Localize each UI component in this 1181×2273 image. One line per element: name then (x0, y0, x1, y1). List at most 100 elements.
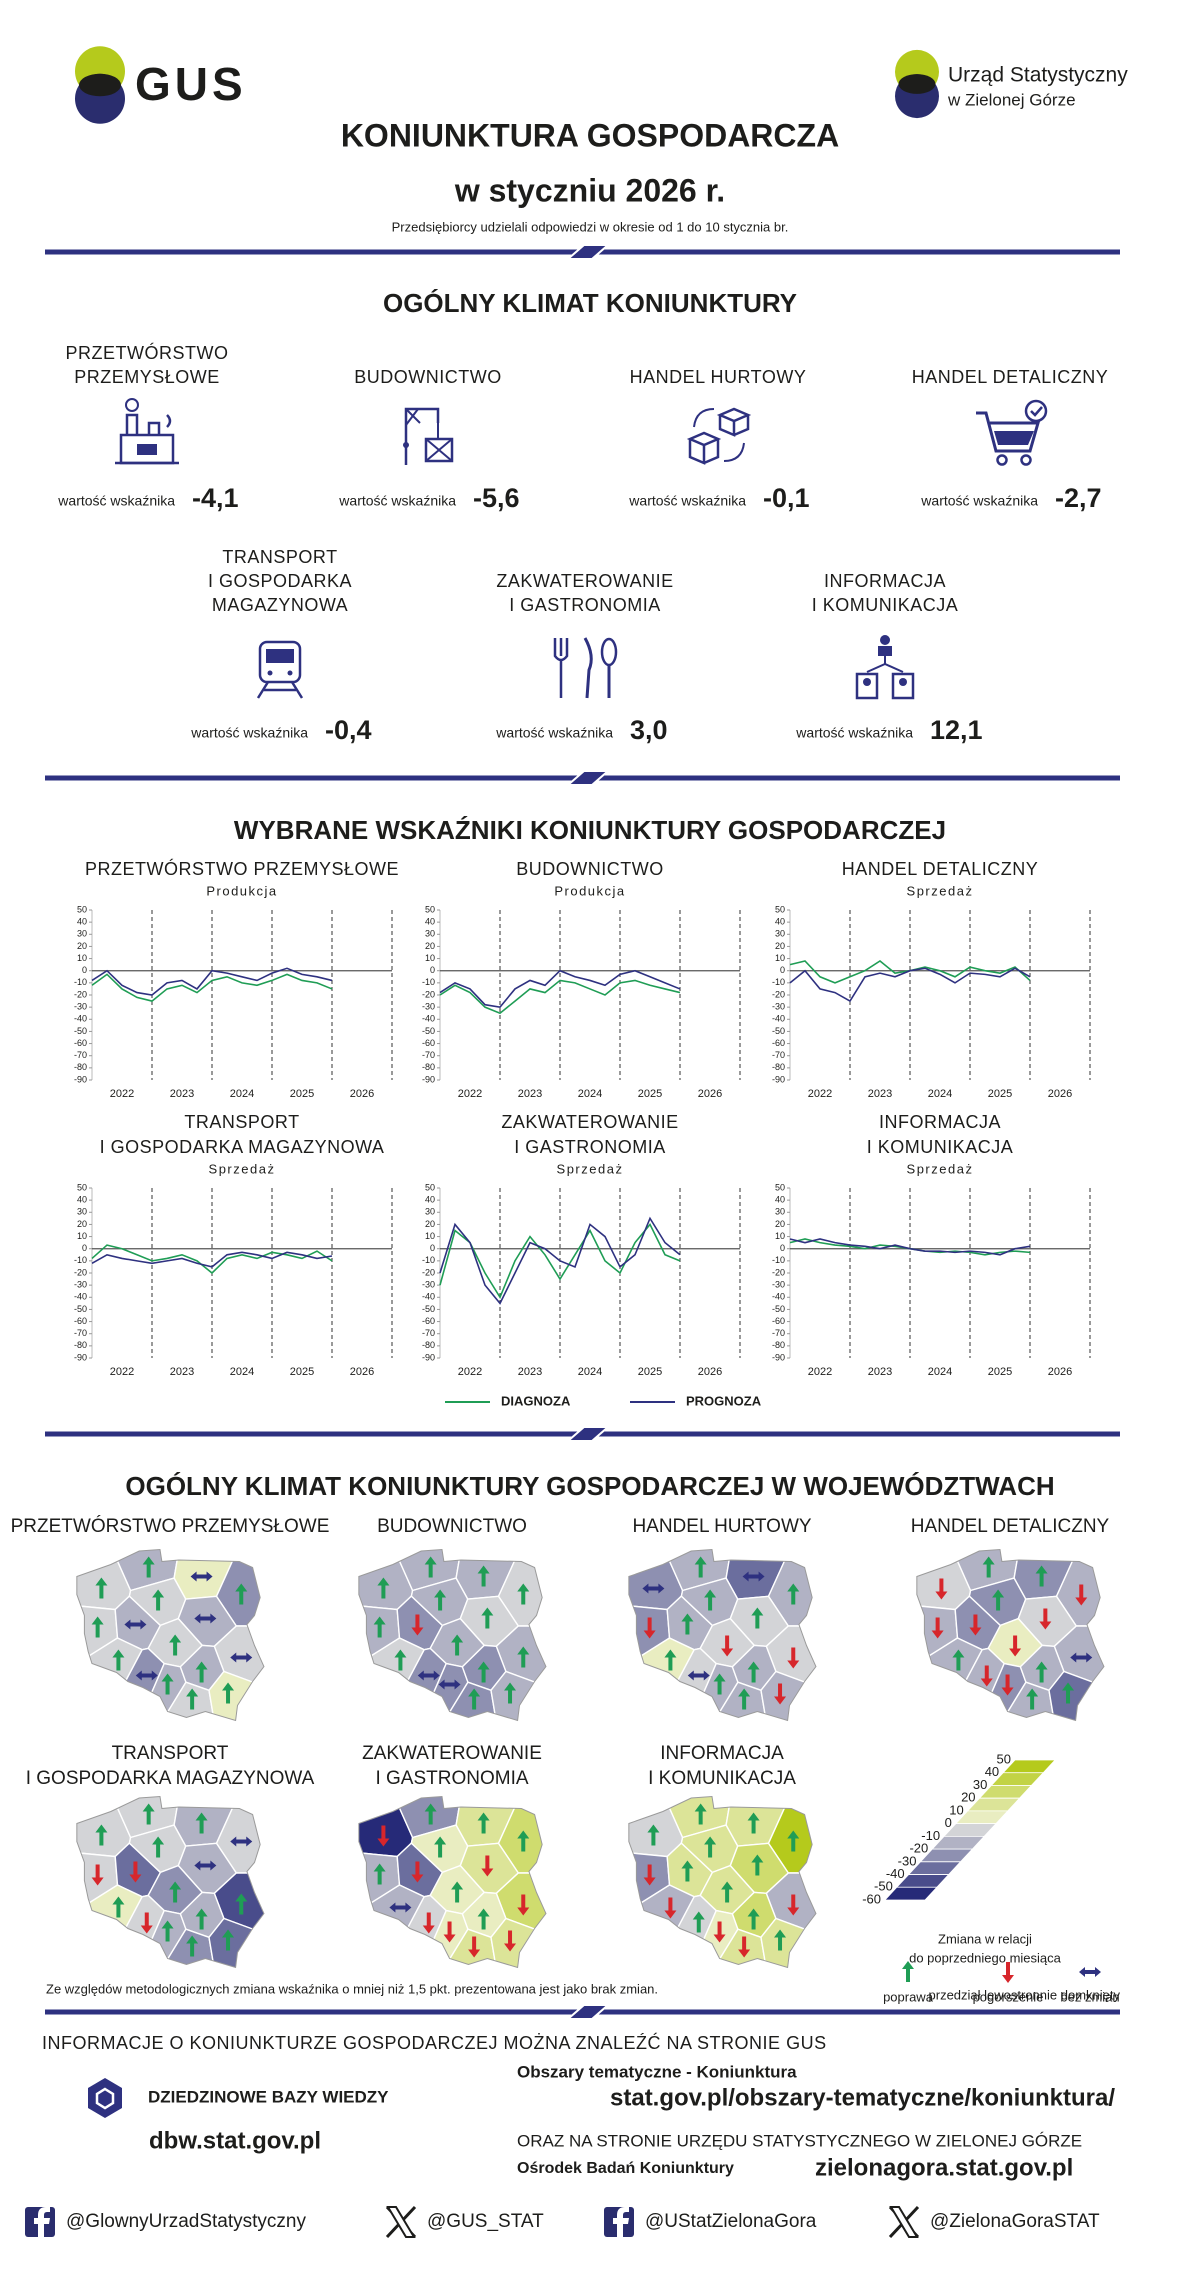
value-caption: wartość wskaźnika (920, 493, 1038, 509)
x-tick-label: 2024 (928, 1088, 952, 1100)
arrow (481, 1855, 494, 1877)
y-tick-label: 0 (82, 965, 87, 975)
arrow (664, 1649, 677, 1671)
arrow (373, 1863, 386, 1885)
y-tick-label: -90 (422, 1074, 435, 1084)
arrow (721, 1635, 734, 1657)
x-tick-label: 2026 (350, 1088, 374, 1100)
map-title: I GASTRONOMIA (375, 1768, 528, 1789)
note: Przedsiębiorcy udzielali odpowiedzi w ok… (392, 219, 789, 234)
arrow (434, 1836, 447, 1858)
arrow (747, 1661, 760, 1683)
scale-label: -30 (898, 1853, 917, 1868)
y-tick-label: 20 (77, 1219, 87, 1229)
social-handle[interactable]: @GUS_STAT (427, 2211, 544, 2232)
map-title: TRANSPORT (112, 1743, 229, 1764)
series-line (91, 973, 333, 1002)
dbw-icon (88, 2078, 122, 2118)
icon-part (863, 678, 871, 686)
value-caption: wartość wskaźnika (190, 725, 308, 741)
arrow (721, 1881, 734, 1903)
icon-part (996, 454, 1008, 466)
logo-text: GUS (135, 58, 247, 110)
arrow (142, 1556, 155, 1578)
icon-part (899, 678, 907, 686)
icon-part (891, 672, 915, 700)
icon-part (976, 411, 1040, 453)
y-tick-label: -50 (422, 1304, 435, 1314)
arrow (1026, 1688, 1039, 1710)
scale-label: 0 (945, 1815, 952, 1830)
arrow (517, 1646, 530, 1668)
icon-part (34, 2207, 50, 2237)
chart-title: I KOMUNIKACJA (867, 1137, 1014, 1157)
y-tick-label: 40 (775, 917, 785, 927)
y-tick-label: -70 (422, 1050, 435, 1060)
arrow (704, 1836, 717, 1858)
arrow (643, 1864, 656, 1886)
y-tick-label: 40 (775, 1195, 785, 1205)
icon-part (880, 635, 890, 645)
topic-url[interactable]: stat.gov.pl/obszary-tematyczne/koniunktu… (610, 2084, 1115, 2111)
sector-value: 12,1 (930, 715, 983, 745)
social-handle[interactable]: @GlownyUrzadStatystyczny (66, 2211, 306, 2232)
arrow (422, 1912, 435, 1934)
social-handle[interactable]: @ZielonaGoraSTAT (930, 2211, 1100, 2232)
y-tick-label: 50 (425, 1182, 435, 1192)
arrow (687, 1670, 710, 1681)
sector-label: TRANSPORT (222, 547, 337, 567)
y-tick-label: 30 (775, 1207, 785, 1217)
y-tick-label: 10 (77, 1231, 87, 1241)
y-tick-label: -70 (74, 1328, 87, 1338)
arrow (1035, 1565, 1048, 1587)
arrow (91, 1864, 104, 1886)
icon-part (125, 413, 161, 435)
region (767, 1796, 816, 1874)
value-caption: wartość wskaźnika (338, 493, 456, 509)
arrow (195, 1812, 208, 1834)
y-tick-label: -60 (772, 1038, 785, 1048)
dbw-url[interactable]: dbw.stat.gov.pl (149, 2127, 321, 2154)
y-tick-label: -60 (74, 1316, 87, 1326)
value-caption: wartość wskaźnika (57, 493, 175, 509)
sector-icon (403, 407, 454, 465)
arrow (235, 1893, 248, 1915)
chart-title: INFORMACJA (879, 1112, 1001, 1132)
arrow (477, 1908, 490, 1930)
y-tick-label: -70 (422, 1328, 435, 1338)
sector-label: ZAKWATEROWANIE (496, 571, 673, 591)
chart-subtitle: Sprzedaż (557, 1161, 624, 1176)
arrow (194, 1613, 217, 1624)
arrow (1001, 1674, 1014, 1696)
arrow (787, 1894, 800, 1916)
sector-label: I GOSPODARKA (208, 571, 352, 591)
chart-subtitle: Produkcja (206, 883, 277, 898)
y-tick-label: 20 (775, 1219, 785, 1229)
y-tick-label: -80 (772, 1062, 785, 1072)
arrow (230, 1836, 253, 1847)
y-tick-label: -90 (74, 1352, 87, 1362)
y-tick-label: 20 (425, 1219, 435, 1229)
y-tick-label: -70 (772, 1050, 785, 1060)
arrow (135, 1670, 158, 1681)
region (215, 1796, 264, 1874)
arrow (438, 1679, 461, 1690)
legend-arrow (1002, 1962, 1014, 1983)
arrow (713, 1921, 726, 1943)
office-heading: ORAZ NA STRONIE URZĘDU STATYSTYCZNEGO W … (517, 2131, 1082, 2150)
x-tick-label: 2024 (578, 1088, 602, 1100)
x-tick-label: 2023 (868, 1088, 892, 1100)
arrow (443, 1921, 456, 1943)
icon-part (125, 398, 139, 412)
icon-part (137, 444, 157, 455)
social-handle[interactable]: @UStatZielonaGora (645, 2211, 817, 2232)
arrow (902, 1961, 914, 1982)
arrow (161, 1920, 174, 1942)
arrow (694, 1556, 707, 1578)
arrow (704, 1589, 717, 1611)
icon-part (386, 2206, 416, 2238)
sector-label: INFORMACJA (824, 571, 946, 591)
arrow (477, 1661, 490, 1683)
office-url[interactable]: zielonagora.stat.gov.pl (815, 2154, 1073, 2181)
region (401, 1928, 509, 1968)
